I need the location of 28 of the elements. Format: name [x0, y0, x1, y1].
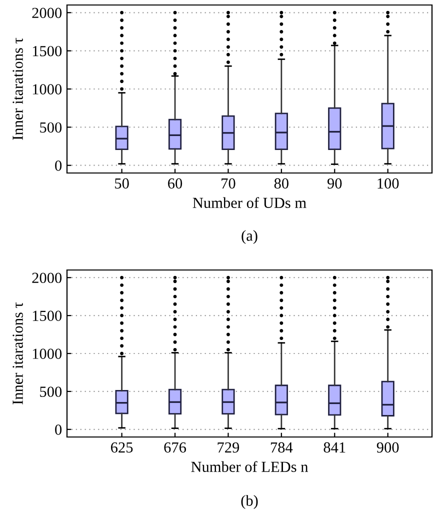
y-axis-title: Inner itarations τ [12, 302, 23, 404]
y-tick-label: 1000 [32, 84, 62, 94]
text: (a) [242, 230, 258, 244]
y-tick-label: 1500 [32, 310, 62, 321]
x-axis-title: Number of LEDs n [191, 461, 308, 472]
y-tick-label: 500 [40, 386, 62, 397]
y-tick-label: 1500 [32, 46, 62, 56]
x-tick-label: 100 [378, 178, 399, 189]
x-axis-title: Number of UDs m [192, 197, 306, 208]
x-tick-label: 80 [274, 178, 288, 189]
text: (b) [241, 495, 258, 509]
x-tick-label: 676 [164, 442, 186, 453]
x-tick-label: 729 [218, 442, 240, 453]
y-tick-label: 2000 [32, 272, 62, 284]
x-tick-label: 625 [111, 442, 133, 453]
y-tick-label: 0 [55, 424, 62, 435]
x-tick-label: 900 [376, 442, 399, 453]
y-tick-label: 1000 [32, 348, 62, 359]
y-tick-label: 2000 [32, 8, 62, 18]
x-tick-label: 70 [222, 178, 236, 189]
y-tick-label: 500 [40, 122, 62, 133]
y-axis-title: Inner itarations τ [12, 38, 23, 140]
x-tick-label: 60 [168, 178, 182, 189]
x-tick-label: 841 [324, 442, 346, 453]
x-tick-label: 50 [115, 178, 129, 189]
y-tick-label: 0 [55, 160, 62, 171]
x-tick-label: 784 [270, 442, 293, 453]
x-tick-label: 90 [327, 178, 342, 189]
